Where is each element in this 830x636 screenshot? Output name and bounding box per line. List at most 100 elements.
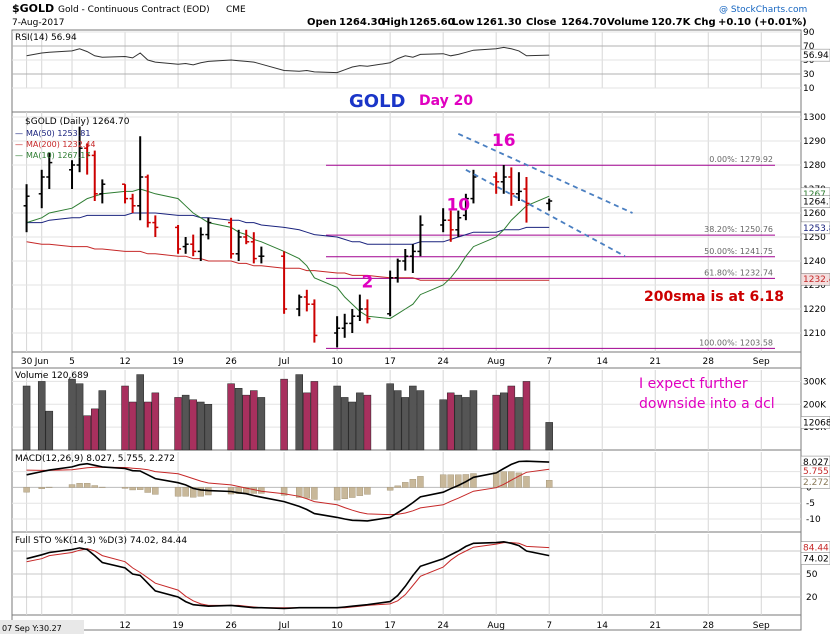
ohlc-bar (228, 217, 235, 259)
volume-bar (439, 399, 447, 451)
macd-histogram-bar (182, 487, 189, 497)
rsi-title: RSI(14) 56.94 (15, 33, 77, 43)
volume-bar (181, 394, 190, 451)
macd-histogram-bar (68, 484, 76, 488)
symbol-label: $GOLD (12, 2, 54, 15)
x-tick-label: 10 (331, 357, 343, 367)
price-tick-label: 1250 (803, 233, 826, 243)
macd-histogram-bar (515, 472, 523, 488)
macd-histogram-bar (364, 487, 371, 495)
macd-histogram-bar (311, 487, 318, 500)
macd-histogram-bar (197, 487, 204, 497)
macd-histogram-bar (190, 487, 197, 498)
macd-histogram-bar (38, 487, 45, 489)
price-last-label: 1264.7 (803, 198, 830, 208)
legend-entry: MA(50) 1253.81 (26, 129, 90, 138)
gold-title: GOLD (349, 91, 406, 112)
macd-histogram-bar (386, 487, 394, 491)
ohlc-bar (250, 232, 257, 264)
ohlc-bar (417, 215, 424, 257)
x-tick-label: 24 (437, 357, 449, 367)
volume-bar (98, 390, 107, 451)
ohlc-bar (462, 193, 469, 221)
x-tick-label-bottom: 26 (225, 621, 237, 631)
ohlc-bar (440, 208, 447, 233)
ohlc-bar (455, 210, 462, 237)
ohlc-bar (152, 215, 159, 237)
rsi-tick-label: 70 (803, 42, 815, 52)
volume-bar (280, 378, 288, 451)
low-value: 1261.30 (476, 17, 522, 28)
macd-signal-last-label: 5.755 (803, 467, 829, 477)
sto-tick-label: 50 (806, 570, 818, 580)
ohlc-bar (334, 316, 341, 348)
x-tick-label-bottom: 10 (331, 621, 343, 631)
x-tick-label-bottom: 7 (546, 621, 552, 631)
ohlc-bar (258, 246, 265, 264)
volume-bar (121, 385, 129, 451)
volume-tick-label: 300K (803, 377, 827, 387)
price-last-label-box (800, 195, 830, 208)
volume-bar (295, 374, 303, 451)
volume-bar (393, 390, 402, 451)
volume-bar (37, 381, 46, 451)
macd-histogram-bar (417, 476, 424, 488)
x-tick-label: Aug (487, 357, 505, 367)
x-tick-label: Jun (34, 357, 49, 367)
x-tick-label-bottom: 28 (703, 621, 715, 631)
volume-bar (522, 381, 531, 451)
price-tick-label: 1260 (803, 209, 826, 219)
macd-histogram-bar (91, 485, 98, 488)
volume-panel: 300K200K100KVolume 120,689120689 (12, 370, 830, 451)
sto-tick-label: 20 (806, 593, 818, 603)
ohlc-bar (341, 313, 348, 338)
volume-last-label: 120689 (803, 418, 830, 428)
ohlc-bar (515, 172, 522, 201)
ma50-last-label-box (800, 221, 830, 235)
rsi-tick-label: 10 (803, 84, 815, 94)
ohlc-bar (387, 270, 394, 317)
volume-bar (348, 401, 357, 451)
macd-histogram-bar (492, 472, 500, 488)
sto-k-last-label: 74.02 (803, 555, 829, 565)
ohlc-bar (205, 217, 212, 240)
volume-bar (204, 404, 213, 451)
rsi-last-label-box (800, 48, 830, 62)
ohlc-bar (197, 227, 204, 261)
volume-bar (303, 392, 311, 451)
volume-bar (356, 392, 364, 451)
macd-histogram-bar (136, 487, 144, 490)
ohlc-bar (46, 153, 53, 189)
volume-bar (462, 397, 470, 451)
close-value: 1264.70 (561, 17, 607, 28)
macd-histogram-bar (545, 480, 553, 488)
watermark: @ StockCharts.com (719, 5, 807, 15)
volume-bar (310, 381, 319, 451)
macd-histogram-bar (23, 487, 30, 493)
rsi-line (26, 46, 550, 74)
x-tick-label: 5 (69, 357, 75, 367)
volume-bar (401, 397, 410, 451)
volume-bar (144, 401, 152, 451)
ohlc-bar (281, 251, 288, 314)
volume-label: Volume (607, 17, 649, 28)
price-title: $GOLD (Daily) 1264.70 (25, 117, 130, 127)
macd-hist-last-label-box (800, 475, 830, 489)
price-panel: 1300129012801270126012501240123012201210… (12, 111, 830, 369)
macd-histogram-bar (349, 487, 356, 498)
ohlc-bar (394, 258, 401, 283)
ohlc-bar (447, 210, 454, 242)
volume-bar (90, 408, 99, 451)
ohlc-bar (349, 309, 356, 333)
x-tick-label: 12 (119, 357, 130, 367)
ma200-line (26, 241, 550, 281)
volume-bar (83, 415, 91, 451)
annotations: GOLD Day 20 200sma is at 6.18 I expect f… (0, 91, 784, 634)
ohlc-bar (523, 177, 530, 223)
macd-histogram-bar (83, 483, 91, 488)
price-tick-label: 1240 (803, 257, 826, 267)
ohlc-bar (144, 174, 151, 228)
fib-level-label: 38.20%: 1250.76 (704, 225, 773, 234)
ma200-last-label: 1232.4 (803, 275, 830, 285)
macd-histogram-bar (296, 487, 303, 498)
